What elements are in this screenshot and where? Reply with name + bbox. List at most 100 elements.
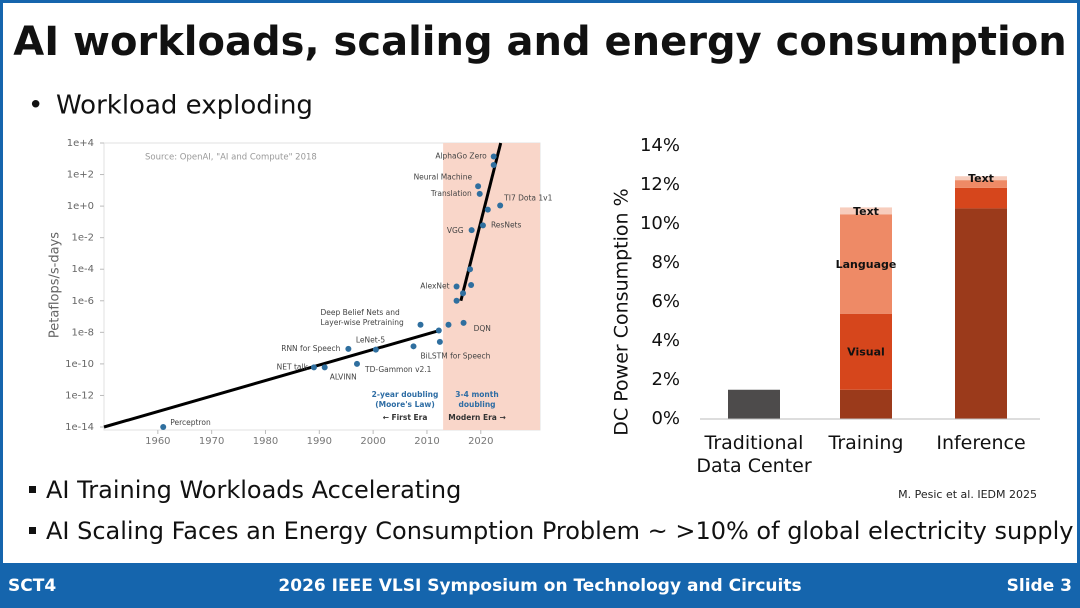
bullet-mark: • xyxy=(28,91,43,121)
x-tick-label: Traditional Data Center xyxy=(696,432,812,477)
data-point xyxy=(453,283,460,290)
x-tick-label-box: Training xyxy=(828,432,904,454)
x-tick-label: 2000 xyxy=(360,436,385,447)
era-annotation: Modern Era → xyxy=(448,413,506,422)
era-annotation: (Moore's Law) xyxy=(375,400,435,409)
era-annotation: 3-4 month xyxy=(455,390,498,399)
y-tick-label: 1e-6 xyxy=(72,296,95,307)
data-point xyxy=(410,343,417,350)
y-tick-label: 12% xyxy=(640,174,680,195)
data-point xyxy=(417,321,424,328)
citation: M. Pesic et al. IEDM 2025 xyxy=(898,488,1037,501)
segment-label: Visual xyxy=(847,346,885,359)
data-point xyxy=(160,424,167,430)
bar-segment xyxy=(955,187,1007,209)
data-point xyxy=(372,346,379,353)
point-label: ALVINN xyxy=(330,372,357,381)
y-tick-label: 1e-8 xyxy=(72,327,95,338)
y-tick-label: 1e+0 xyxy=(67,201,94,212)
y-tick-label: 1e+2 xyxy=(67,170,94,181)
era-annotation: doubling xyxy=(458,400,495,409)
data-point xyxy=(479,222,486,229)
point-label: NET talk xyxy=(277,362,309,371)
footer-right: Slide 3 xyxy=(1007,576,1072,596)
y-tick-label: 0% xyxy=(651,408,680,429)
bar-segment xyxy=(840,207,892,215)
data-point xyxy=(321,364,328,371)
point-label: AlphaGo Zero xyxy=(435,151,487,160)
bullet-mark xyxy=(29,527,36,534)
data-point xyxy=(475,183,482,190)
bar-segment xyxy=(728,389,780,419)
point-label: Neural Machine xyxy=(414,172,473,181)
y-tick-label: 10% xyxy=(640,213,680,234)
segment-label: Text xyxy=(968,172,994,185)
footer-center: 2026 IEEE VLSI Symposium on Technology a… xyxy=(278,576,801,596)
bar-segment xyxy=(840,389,892,419)
y-tick-label: 1e-4 xyxy=(72,264,95,275)
x-tick-label-box: Inference xyxy=(936,432,1026,454)
bar-segment xyxy=(955,176,1007,181)
data-point xyxy=(435,327,442,334)
point-label: TD-Gammon v2.1 xyxy=(364,365,432,374)
x-tick-label: 2020 xyxy=(468,436,493,447)
x-tick-label: Inference xyxy=(936,432,1026,454)
y-tick-label: 1e-10 xyxy=(65,359,94,370)
bar-segment xyxy=(955,208,1007,419)
data-point xyxy=(467,266,474,273)
data-point xyxy=(484,206,491,213)
x-tick-label: 2010 xyxy=(414,436,439,447)
bullet: Workload exploding xyxy=(56,91,313,121)
point-label: VGG xyxy=(447,226,464,235)
point-label: AlexNet xyxy=(420,282,449,291)
segment-label: Text xyxy=(853,205,879,218)
bullet: AI Scaling Faces an Energy Consumption P… xyxy=(46,517,1074,545)
data-point xyxy=(353,360,360,367)
y-tick-label: 6% xyxy=(651,291,680,312)
segment-label: Language xyxy=(836,258,897,271)
point-label: BiLSTM for Speech xyxy=(421,351,491,360)
x-tick-label: 1970 xyxy=(199,436,224,447)
data-point xyxy=(445,321,452,328)
trend-line xyxy=(103,328,442,429)
data-point xyxy=(476,190,483,197)
point-label: Deep Belief Nets and Layer-wise Pretrain… xyxy=(320,307,404,327)
point-label: ResNets xyxy=(491,220,522,229)
point-label: Translation xyxy=(430,189,472,198)
point-label: RNN for Speech xyxy=(281,344,340,353)
footer-bar xyxy=(0,563,1080,608)
era-annotation: 2-year doubling xyxy=(372,390,439,399)
point-label: Perceptron xyxy=(170,418,211,427)
point-label: LeNet-5 xyxy=(356,336,386,345)
bar-segment xyxy=(840,313,892,390)
x-tick-label: Training xyxy=(828,432,904,454)
y-tick-label: 1e-14 xyxy=(65,422,94,433)
era-annotation: ← First Era xyxy=(383,413,428,422)
bar-segment xyxy=(955,180,1007,188)
data-point xyxy=(453,297,460,304)
y-tick-label: 1e+4 xyxy=(67,138,94,149)
trend-line xyxy=(459,142,503,302)
y-tick-label: 2% xyxy=(651,369,680,390)
data-point xyxy=(460,290,467,297)
y-tick-label: 1e-2 xyxy=(72,233,95,244)
y-tick-label: 4% xyxy=(651,330,680,351)
data-point xyxy=(468,227,475,234)
y-tick-label: 14% xyxy=(640,135,680,156)
y-axis-title: DC Power Consumption % xyxy=(611,188,633,435)
data-point xyxy=(497,202,504,209)
slide-title: AI workloads, scaling and energy consump… xyxy=(13,19,1066,65)
x-tick-label: 1960 xyxy=(145,436,170,447)
point-label: DQN xyxy=(474,324,491,333)
y-axis-title: Petaflops/s-days xyxy=(48,232,63,338)
x-tick-label: 1990 xyxy=(307,436,332,447)
y-tick-label: 8% xyxy=(651,252,680,273)
footer-left: SCT4 xyxy=(8,576,56,596)
point-label-box: Deep Belief Nets and Layer-wise Pretrain… xyxy=(320,307,404,327)
data-point xyxy=(460,319,467,326)
point-label: TI7 Dota 1v1 xyxy=(503,193,552,202)
data-point xyxy=(490,153,497,160)
source-note: Source: OpenAI, "AI and Compute" 2018 xyxy=(145,153,317,163)
data-point xyxy=(345,345,352,352)
